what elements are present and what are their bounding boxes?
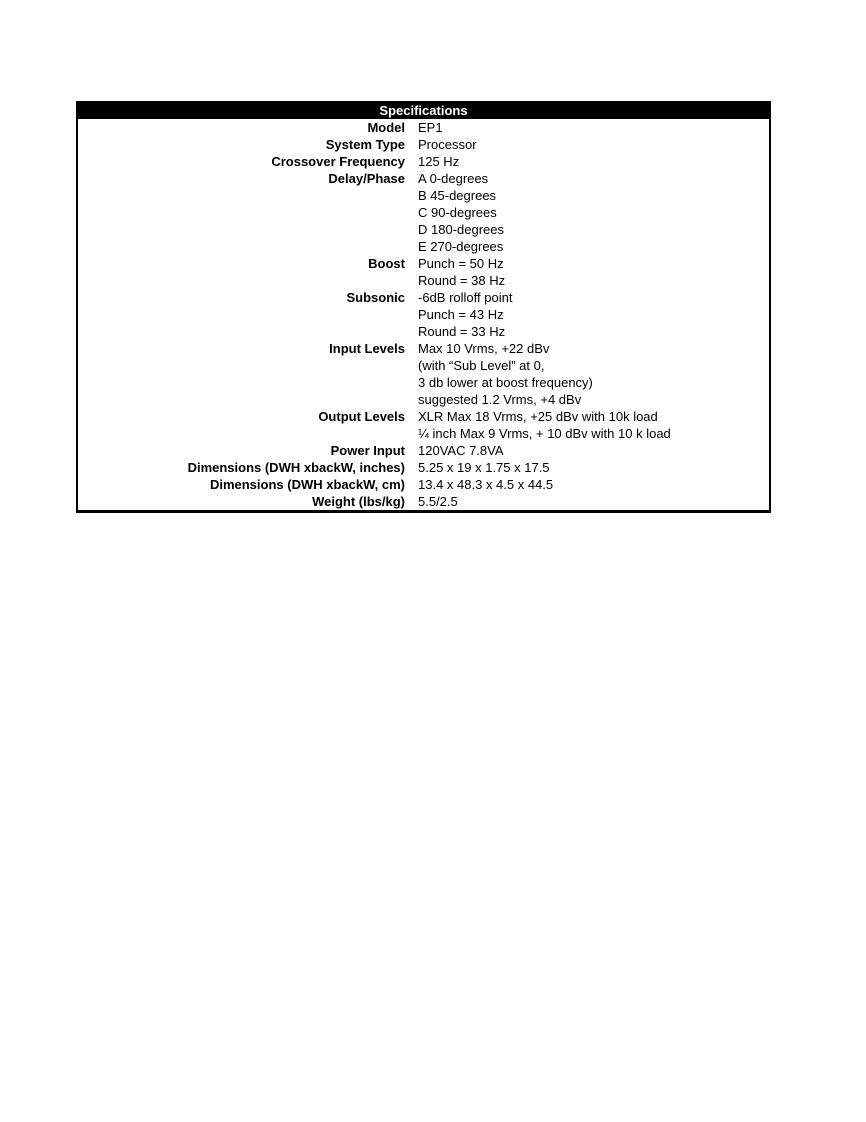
spec-value: ¼ inch Max 9 Vrms, + 10 dBv with 10 k lo… [418,426,671,441]
spec-value: Processor [418,137,477,152]
spec-value: Punch = 43 Hz [418,307,504,322]
spec-label: Boost [368,256,405,271]
spec-label [78,323,418,340]
spec-label: System Type [325,137,405,152]
table-row: D 180-degrees [78,221,769,238]
spec-label: Output Levels [318,409,405,424]
spec-value: EP1 [418,120,443,135]
spec-label [78,204,418,221]
spec-label: Dimensions (DWH xbackW, cm) [209,477,405,492]
table-row: System Type Processor [78,136,769,153]
spec-value: Punch = 50 Hz [418,256,504,271]
table-row: Weight (lbs/kg) 5.5/2.5 [78,493,769,510]
spec-label [78,306,418,323]
spec-value: 5.5/2.5 [418,494,458,509]
spec-value: A 0-degrees [418,171,489,186]
table-row: Output Levels XLR Max 18 Vrms, +25 dBv wi… [78,408,769,425]
table-row: ¼ inch Max 9 Vrms, + 10 dBv with 10 k lo… [78,425,769,442]
spec-label [78,187,418,204]
spec-label: Model [367,120,405,135]
spec-value: B 45-degrees [418,188,497,203]
spec-value: Max 10 Vrms, +22 dBv [418,341,550,356]
table-row: C 90-degrees [78,204,769,221]
spec-label [78,221,418,238]
spec-value: 3 db lower at boost frequency) [418,375,593,390]
table-row: Subsonic -6dB rolloff point [78,289,769,306]
table-row: Crossover Frequency 125 Hz [78,153,769,170]
table-row: Dimensions (DWH xbackW, inches) 5.25 x 19… [78,459,769,476]
table-row: Round = 33 Hz [78,323,769,340]
table-title: Specifications [78,101,769,119]
table-row: Model EP1 [78,119,769,136]
spec-value: Round = 38 Hz [418,273,506,288]
spec-label [78,374,418,391]
spec-label: Crossover Frequency [271,154,405,169]
spec-value: (with “Sub Level” at 0, [418,358,545,373]
spec-value: 120VAC 7.8VA [418,443,504,458]
table-row: Round = 38 Hz [78,272,769,289]
spec-label: Dimensions (DWH xbackW, inches) [187,460,405,475]
spec-value: D 180-degrees [418,222,504,237]
spec-label: Input Levels [329,341,405,356]
table-row: Punch = 43 Hz [78,306,769,323]
table-row: Dimensions (DWH xbackW, cm) 13.4 x 48.3 x… [78,476,769,493]
spec-value: XLR Max 18 Vrms, +25 dBv with 10k load [418,409,658,424]
table-row: E 270-degrees [78,238,769,255]
specifications-table: Specifications Model EP1 System Type Proces… [76,101,771,513]
spec-label [78,391,418,408]
table-row: suggested 1.2 Vrms, +4 dBv [78,391,769,408]
table-row: B 45-degrees [78,187,769,204]
table-row: Boost Punch = 50 Hz [78,255,769,272]
spec-value: 5.25 x 19 x 1.75 x 17.5 [418,460,550,475]
spec-label: Power Input [330,443,405,458]
spec-label [78,357,418,374]
spec-label: Subsonic [346,290,405,305]
spec-value: -6dB rolloff point [418,290,513,305]
spec-label [78,272,418,289]
table-row: Delay/Phase A 0-degrees [78,170,769,187]
spec-label [78,425,418,442]
table-row: Power Input 120VAC 7.8VA [78,442,769,459]
spec-value: Round = 33 Hz [418,324,506,339]
spec-value: suggested 1.2 Vrms, +4 dBv [418,392,582,407]
table-body: Model EP1 System Type Processor Crossover Fr… [78,119,769,510]
table-row: Input Levels Max 10 Vrms, +22 dBv [78,340,769,357]
spec-value: E 270-degrees [418,239,504,254]
spec-label [78,238,418,255]
table-row: (with “Sub Level” at 0, [78,357,769,374]
spec-label: Weight (lbs/kg) [312,494,405,509]
spec-value: 13.4 x 48.3 x 4.5 x 44.5 [418,477,554,492]
spec-value: 125 Hz [418,154,460,169]
spec-label: Delay/Phase [328,171,405,186]
spec-value: C 90-degrees [418,205,497,220]
table-row: 3 db lower at boost frequency) [78,374,769,391]
